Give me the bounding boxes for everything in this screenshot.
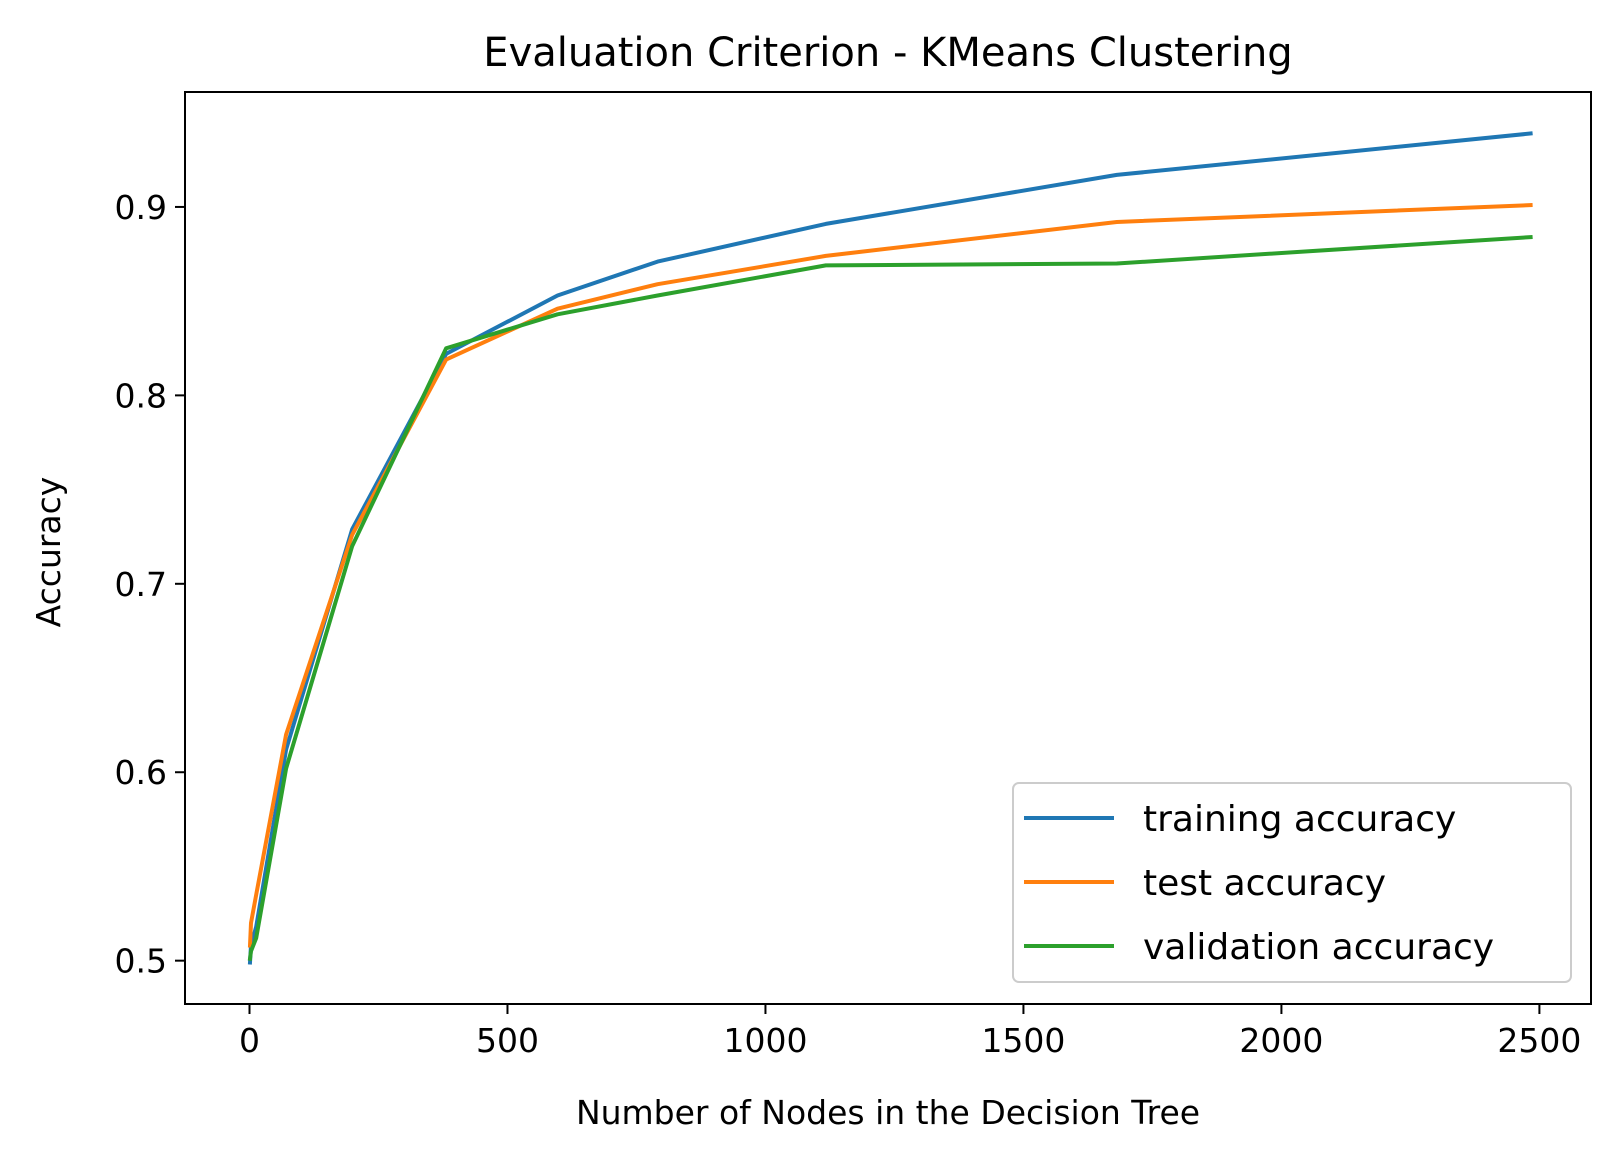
- series-line-3: [247, 234, 1533, 962]
- y-tick-label: 0.6: [115, 753, 167, 792]
- legend-label-3: validation accuracy: [1143, 927, 1494, 968]
- x-tick-label: 500: [476, 1021, 539, 1060]
- series-line-2: [247, 203, 1533, 948]
- x-tick-label: 1000: [723, 1021, 807, 1060]
- series-lines: [247, 131, 1533, 965]
- y-axis-label: Accuracy: [29, 477, 68, 628]
- y-tick-label: 0.9: [115, 188, 167, 227]
- legend-label-1: training accuracy: [1143, 799, 1456, 840]
- legend-label-2: test accuracy: [1143, 863, 1386, 904]
- y-tick-label: 0.7: [115, 565, 167, 604]
- x-tick-label: 2000: [1239, 1021, 1323, 1060]
- y-axis: 0.5 0.6 0.7 0.8 0.9: [115, 188, 185, 981]
- y-tick-label: 0.5: [115, 942, 167, 981]
- x-axis: 0 500 1000 1500 2000 2500: [239, 1004, 1581, 1060]
- x-tick-label: 1500: [981, 1021, 1065, 1060]
- x-tick-label: 2500: [1497, 1021, 1581, 1060]
- x-tick-label: 0: [239, 1021, 260, 1060]
- legend: training accuracy test accuracy validation…: [1012, 782, 1572, 983]
- legend-box: [1012, 782, 1572, 983]
- plot-frame: [184, 91, 1592, 1005]
- series-line-1: [247, 131, 1533, 965]
- chart-title: Evaluation Criterion - KMeans Clustering: [483, 30, 1292, 76]
- x-axis-label: Number of Nodes in the Decision Tree: [576, 1093, 1200, 1132]
- y-tick-label: 0.8: [115, 376, 167, 415]
